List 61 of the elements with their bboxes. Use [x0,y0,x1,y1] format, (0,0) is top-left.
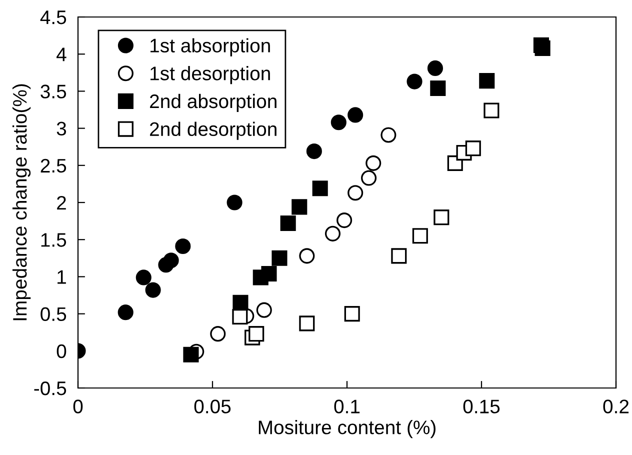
y-tick-label: 2 [57,196,66,210]
point [479,73,495,89]
y-tick-label: 1 [58,270,66,284]
point [292,199,308,215]
point [430,80,446,96]
point [299,248,315,264]
point [306,144,322,160]
point [248,326,264,342]
point [391,248,407,264]
x-tick-label: 0.15 [463,400,500,414]
point [232,308,248,325]
point [324,226,341,242]
x-tick-label: 0 [73,400,83,414]
x-axis-title: Mositure content (%) [258,420,436,438]
point [330,114,346,130]
point [145,282,161,298]
point [484,102,500,118]
y-tick-label: 3 [56,122,66,136]
legend-label: 1st absorption [150,38,270,56]
x-tick-label: 0.2 [603,400,629,414]
point [183,346,199,362]
point [163,252,179,268]
point [232,294,248,310]
point [261,266,277,282]
point [336,212,352,228]
point [412,228,428,244]
point [361,170,377,186]
legend-label: 2nd absorption [150,94,276,112]
y-tick-label: 1.5 [41,233,66,247]
point [136,270,152,286]
point [465,140,481,156]
point [406,74,422,90]
point [344,306,360,322]
point [210,326,226,342]
y-tick-label: 4 [56,48,66,62]
point [434,210,450,226]
point [256,302,272,318]
legend-label: 2nd desorption [150,122,276,140]
point [427,60,444,76]
y-tick-label: 4.5 [40,10,66,24]
point [312,180,328,196]
point [175,238,191,254]
point [280,215,296,232]
point [118,304,134,320]
legend-label: 1st desorption [150,66,270,84]
y-axis-title: Impedance change ratio(%) [12,84,31,320]
y-tick-label: 3.5 [40,84,66,98]
point [380,127,396,143]
point [366,155,382,171]
point [348,185,364,201]
y-tick-label: 2.5 [40,158,66,173]
y-tick-label: 0 [56,344,66,358]
point [272,250,288,266]
point [348,107,364,123]
point [534,40,550,56]
y-tick-label: -0.5 [34,381,66,396]
x-tick-label: 0.1 [334,400,360,414]
point [299,316,315,332]
x-tick-label: 0.05 [194,400,231,414]
point [226,194,242,210]
y-tick-label: 0.5 [40,307,66,322]
